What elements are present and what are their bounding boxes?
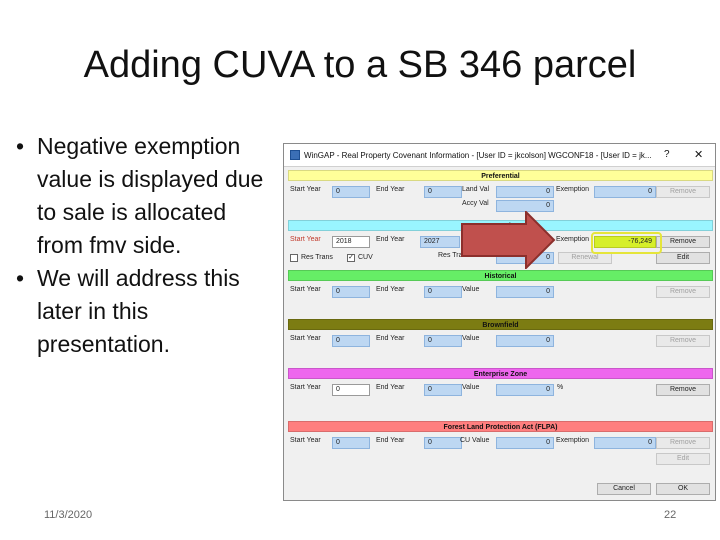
cancel-button[interactable]: Cancel <box>597 483 651 495</box>
close-button[interactable]: ✕ <box>694 149 704 161</box>
end-year-label: End Year <box>376 437 405 444</box>
historical-remove-button[interactable]: Remove <box>656 286 710 298</box>
flpa-exemption-field[interactable]: 0 <box>594 437 656 449</box>
cu-value-field[interactable]: 0 <box>496 437 554 449</box>
end-year-label: End Year <box>376 384 405 391</box>
land-val-field[interactable]: 0 <box>496 186 554 198</box>
preferential-exemption-field[interactable]: 0 <box>594 186 656 198</box>
right-arrow-icon <box>461 211 556 269</box>
conservation-edit-button[interactable]: Edit <box>656 252 710 264</box>
page-number: 22 <box>664 509 677 521</box>
preferential-start-year-field[interactable]: 0 <box>332 186 370 198</box>
historical-start-year-field[interactable]: 0 <box>332 286 370 298</box>
brownfield-value-field[interactable]: 0 <box>496 335 554 347</box>
end-year-label: End Year <box>376 286 405 293</box>
land-val-label: Land Val <box>462 186 490 193</box>
exemption-label: Exemption <box>556 236 590 243</box>
flpa-header: Forest Land Protection Act (FLPA) <box>288 421 713 432</box>
end-year-label: End Year <box>376 186 405 193</box>
accy-val-label: Accy Val <box>462 200 489 207</box>
start-year-label: Start Year <box>290 286 321 293</box>
cuv-label: CUV <box>358 254 373 261</box>
res-trans-val-label: Res Trans Val <box>438 252 482 259</box>
footer-date: 11/3/2020 <box>44 509 93 521</box>
flpa-edit-button[interactable]: Edit <box>656 453 710 465</box>
bullet-dot: • <box>16 133 25 159</box>
start-year-label: Start Year <box>290 186 321 193</box>
historical-value-field[interactable]: 0 <box>496 286 554 298</box>
exemption-label: Exemption <box>556 186 590 193</box>
percent-label: % <box>557 384 564 391</box>
end-year-label: End Year <box>376 236 405 243</box>
start-year-label: Start Year <box>290 236 321 243</box>
start-year-label: Start Year <box>290 335 321 342</box>
bullet-text: We will address this later in this prese… <box>37 265 240 357</box>
slide-title: Adding CUVA to a SB 346 parcel <box>83 44 637 86</box>
conservation-exemption-field[interactable]: -76,249 <box>594 236 656 248</box>
preferential-end-year-field[interactable]: 0 <box>424 186 462 198</box>
covenant-window: WinGAP - Real Property Covenant Informat… <box>283 143 716 501</box>
ok-button[interactable]: OK <box>656 483 710 495</box>
res-trans-label: Res Trans <box>301 254 333 261</box>
enterprise-value-field[interactable]: 0 <box>496 384 554 396</box>
renewal-button[interactable]: Renewal <box>558 252 612 264</box>
historical-header: Historical <box>288 270 713 281</box>
bullet-dot: • <box>16 265 25 291</box>
conservation-end-year-field[interactable]: 2027 <box>420 236 460 248</box>
value-label: Value <box>462 335 480 342</box>
historical-end-year-field[interactable]: 0 <box>424 286 462 298</box>
value-label: Value <box>462 384 480 391</box>
flpa-remove-button[interactable]: Remove <box>656 437 710 449</box>
conservation-remove-button[interactable]: Remove <box>656 236 710 248</box>
flpa-start-year-field[interactable]: 0 <box>332 437 370 449</box>
enterprise-zone-header: Enterprise Zone <box>288 368 713 379</box>
bullet-item: • We will address this later in this pre… <box>14 262 276 361</box>
exemption-highlight <box>591 232 662 254</box>
brownfield-header: Brownfield <box>288 319 713 330</box>
bullet-list: • Negative exemption value is displayed … <box>14 130 276 361</box>
start-year-label: Start Year <box>290 384 321 391</box>
exemption-label: Exemption <box>556 437 590 444</box>
window-title: WinGAP - Real Property Covenant Informat… <box>304 151 652 160</box>
res-trans-checkbox[interactable] <box>290 254 298 262</box>
enterprise-remove-button[interactable]: Remove <box>656 384 710 396</box>
cuv-checkbox[interactable]: ✓ <box>347 254 355 262</box>
enterprise-start-year-field[interactable]: 0 <box>332 384 370 396</box>
cu-value-label: CU Value <box>460 437 490 444</box>
start-year-label: Start Year <box>290 437 321 444</box>
end-year-label: End Year <box>376 335 405 342</box>
bullet-text: Negative exemption value is displayed du… <box>37 133 264 258</box>
app-icon <box>290 150 300 160</box>
help-button[interactable]: ? <box>664 149 670 160</box>
conservation-start-year-field[interactable]: 2018 <box>332 236 370 248</box>
brownfield-end-year-field[interactable]: 0 <box>424 335 462 347</box>
flpa-end-year-field[interactable]: 0 <box>424 437 462 449</box>
enterprise-end-year-field[interactable]: 0 <box>424 384 462 396</box>
preferential-remove-button[interactable]: Remove <box>656 186 710 198</box>
brownfield-remove-button[interactable]: Remove <box>656 335 710 347</box>
window-titlebar: WinGAP - Real Property Covenant Informat… <box>284 144 715 167</box>
value-label: Value <box>462 286 480 293</box>
bullet-item: • Negative exemption value is displayed … <box>14 130 276 262</box>
preferential-header: Preferential <box>288 170 713 181</box>
brownfield-start-year-field[interactable]: 0 <box>332 335 370 347</box>
